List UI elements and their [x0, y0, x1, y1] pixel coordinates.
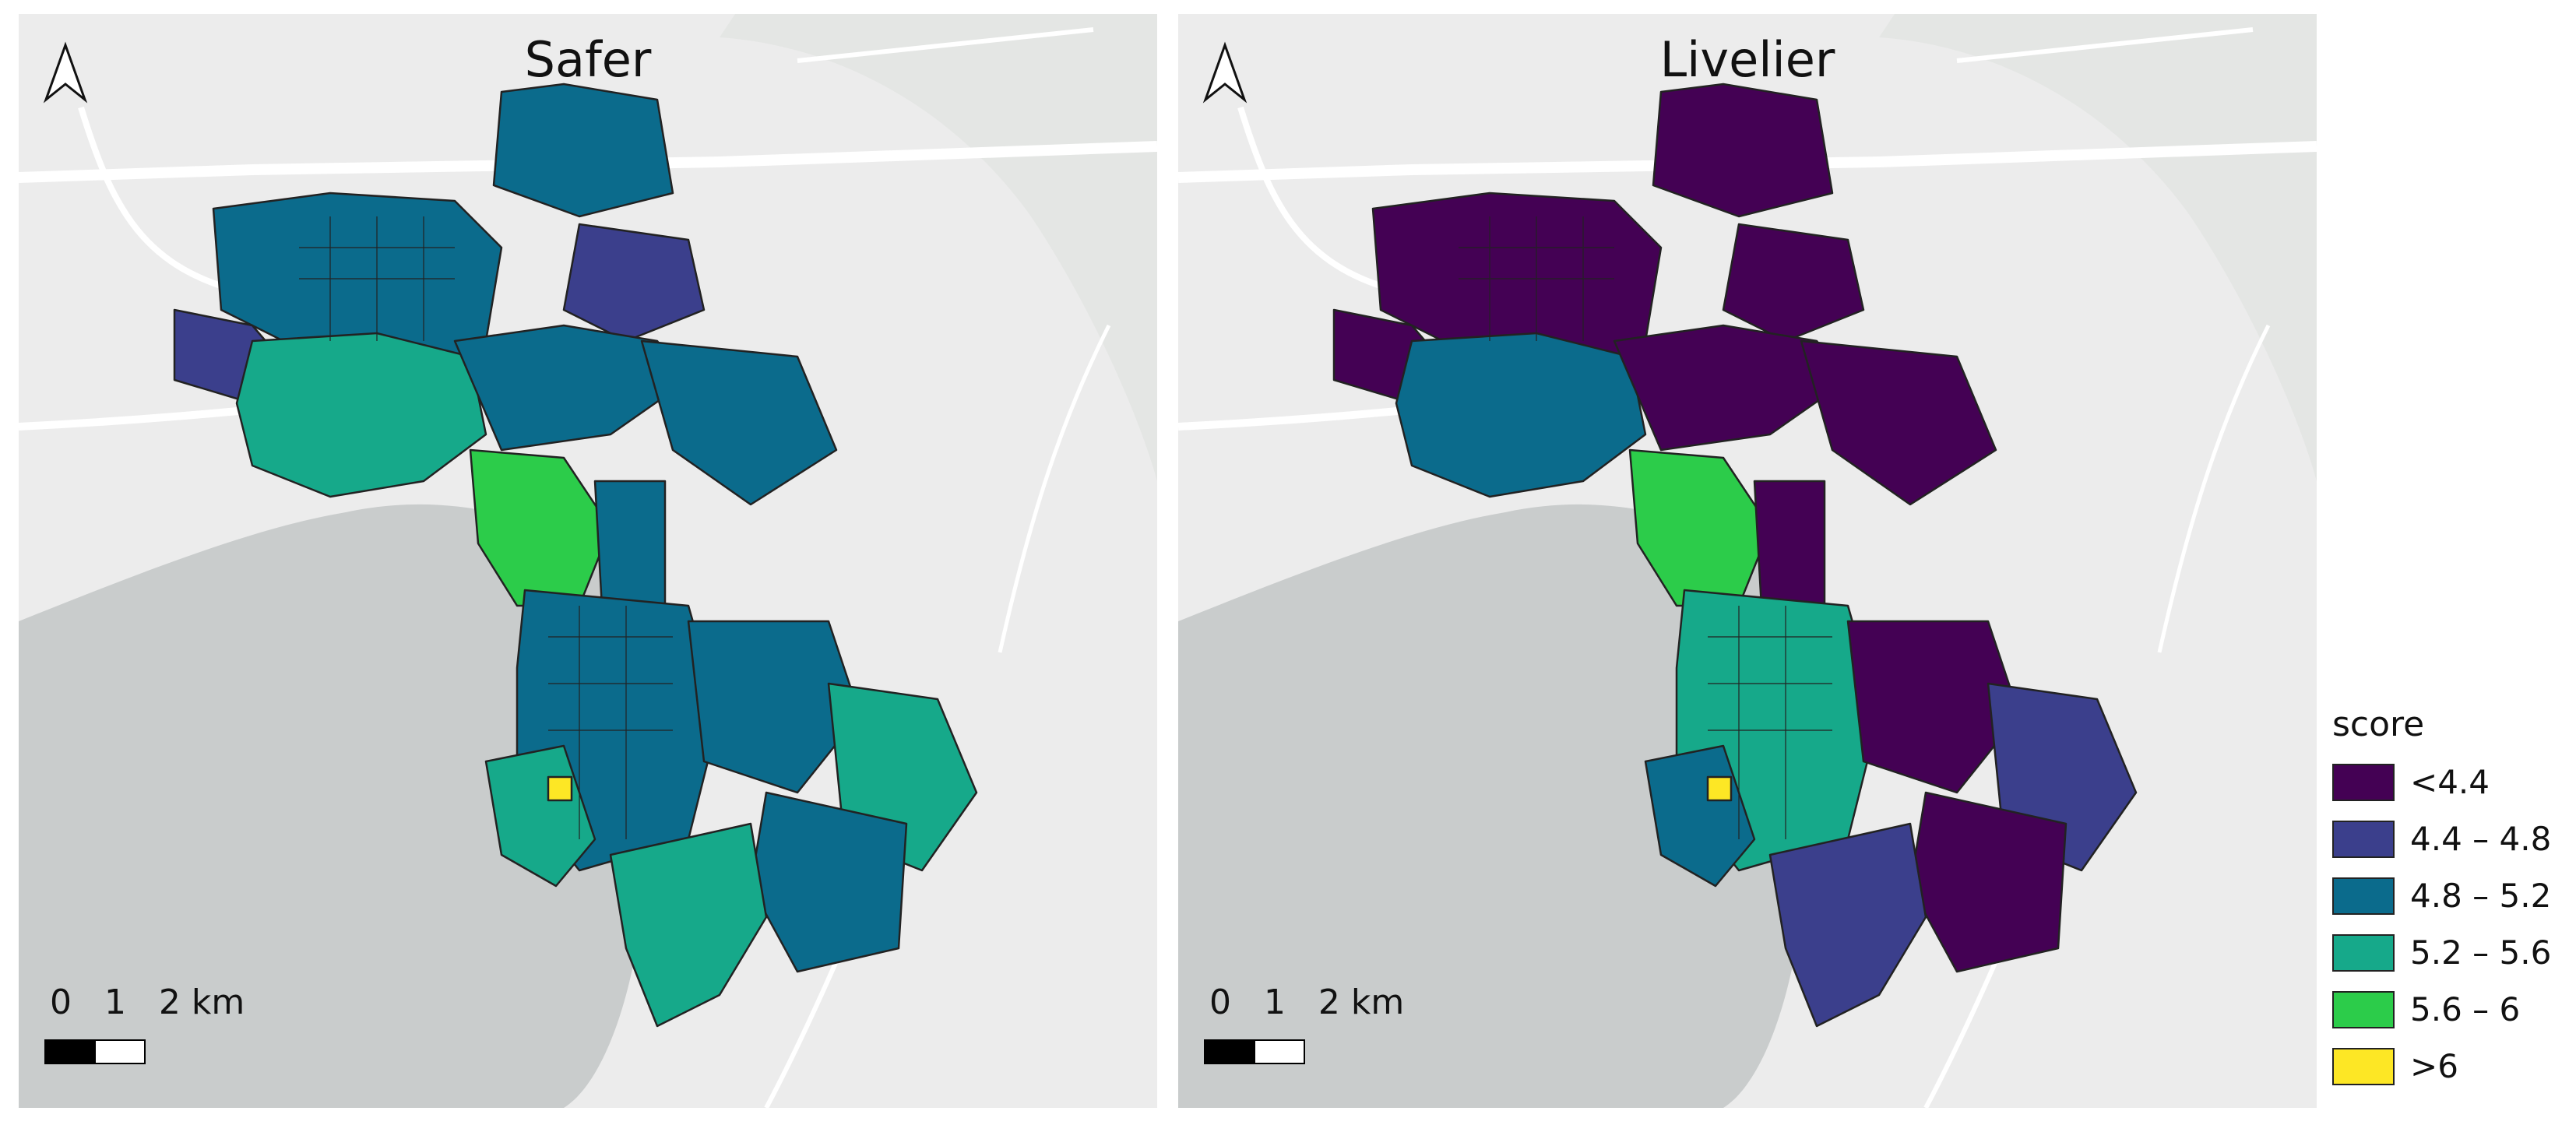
legend-item: 4.8 – 5.2: [2332, 867, 2566, 924]
legend-item: 5.6 – 6: [2332, 981, 2566, 1038]
map-panel-safer[interactable]: Safer 0 1 2 km: [19, 14, 1157, 1108]
legend-title: score: [2332, 705, 2425, 744]
land-park: [720, 14, 1157, 481]
map-title: Safer: [524, 31, 652, 88]
district-grid: [299, 216, 673, 839]
legend-label: 5.6 – 6: [2410, 990, 2521, 1028]
scale-bar-label: 0 1 2 km: [1209, 983, 1405, 1022]
district: [1395, 332, 1647, 498]
district: [1706, 775, 1733, 802]
land-park: [1879, 14, 2317, 481]
scale-bar-label: 0 1 2 km: [50, 983, 245, 1022]
legend-swatch: [2332, 1047, 2395, 1085]
legend-swatch: [2332, 877, 2395, 915]
map-canvas-safer: [19, 14, 1157, 1108]
water-body: [1178, 504, 1827, 1108]
legend-label: >6: [2410, 1047, 2458, 1085]
district: [1652, 83, 1834, 218]
district: [1768, 822, 1927, 1028]
district: [492, 83, 674, 218]
map-panel-livelier[interactable]: Livelier 0 1 2 km: [1178, 14, 2317, 1108]
water-body: [19, 504, 667, 1108]
district: [1846, 620, 2021, 794]
legend: score <4.4 4.4 – 4.8 4.8 – 5.2 5.2 – 5.6…: [2332, 705, 2566, 1095]
map-title: Livelier: [1659, 31, 1835, 88]
scale-bar-white: [94, 1039, 146, 1064]
district: [562, 223, 706, 343]
district: [687, 620, 861, 794]
north-arrow-icon: [43, 41, 88, 104]
district: [609, 822, 768, 1028]
legend-label: 5.2 – 5.6: [2410, 933, 2552, 972]
legend-swatch: [2332, 990, 2395, 1028]
scale-bar-black: [44, 1039, 96, 1064]
district: [235, 332, 487, 498]
legend-swatch: [2332, 763, 2395, 801]
legend-item: 5.2 – 5.6: [2332, 924, 2566, 981]
legend-item: 4.4 – 4.8: [2332, 810, 2566, 867]
legend-swatch: [2332, 933, 2395, 972]
legend-swatch: [2332, 820, 2395, 858]
scale-bar-white: [1254, 1039, 1305, 1064]
map-canvas-livelier: [1178, 14, 2317, 1108]
legend-item: <4.4: [2332, 754, 2566, 810]
district: [640, 339, 838, 506]
legend-item: >6: [2332, 1038, 2566, 1095]
legend-label: 4.4 – 4.8: [2410, 820, 2552, 858]
district: [1800, 339, 1997, 506]
district-grid: [1459, 216, 1832, 839]
district: [1722, 223, 1865, 343]
legend-label: <4.4: [2410, 763, 2490, 801]
scale-bar-black: [1204, 1039, 1255, 1064]
district: [547, 775, 573, 802]
north-arrow-icon: [1202, 41, 1248, 104]
legend-label: 4.8 – 5.2: [2410, 877, 2552, 915]
districts: [173, 83, 978, 1028]
